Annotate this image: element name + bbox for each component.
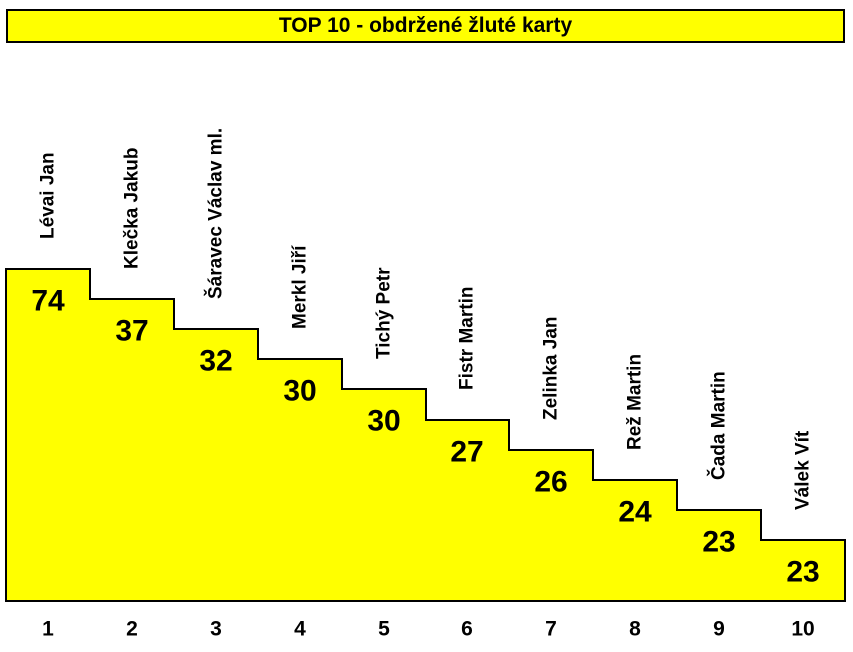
- rank-label: 3: [210, 618, 222, 641]
- rank-label: 6: [461, 618, 473, 641]
- bar-value-label: 74: [31, 285, 65, 318]
- player-name-label: Válek Vít: [793, 430, 814, 510]
- player-name-label: Lévai Jan: [38, 152, 59, 239]
- bar-value-label: 37: [115, 315, 148, 348]
- player-name-label: Čada Martin: [708, 371, 730, 480]
- player-name-label: Fistr Martin: [457, 287, 478, 390]
- player-name-label: Merkl Jiří: [290, 245, 311, 329]
- bar-value-label: 27: [450, 436, 483, 469]
- bar-value-label: 26: [534, 466, 567, 499]
- player-name-label: Klečka Jakub: [122, 148, 143, 269]
- bar-value-label: 24: [618, 496, 652, 529]
- rank-label: 8: [629, 618, 641, 641]
- rank-label: 2: [126, 618, 138, 641]
- rank-label: 10: [791, 618, 814, 641]
- player-name-label: Zelinka Jan: [541, 317, 562, 421]
- bar-value-label: 32: [199, 345, 232, 378]
- bar-value-label: 30: [367, 405, 400, 438]
- bars-staircase: [5, 268, 846, 602]
- player-name-label: Rež Martin: [625, 354, 646, 450]
- rank-label: 5: [378, 618, 390, 641]
- player-name-label: Tichý Petr: [374, 267, 395, 359]
- chart-title-banner: TOP 10 - obdržené žluté karty: [6, 9, 845, 43]
- rank-label: 4: [294, 618, 306, 641]
- rank-label: 7: [545, 618, 557, 641]
- chart-title: TOP 10 - obdržené žluté karty: [278, 14, 573, 37]
- bar-value-label: 23: [786, 556, 819, 589]
- bar-value-label: 30: [283, 375, 316, 408]
- rank-label: 9: [713, 618, 725, 641]
- rank-label: 1: [42, 618, 54, 641]
- player-name-label: Šáravec Václav ml.: [205, 128, 227, 299]
- bar-value-label: 23: [702, 526, 735, 559]
